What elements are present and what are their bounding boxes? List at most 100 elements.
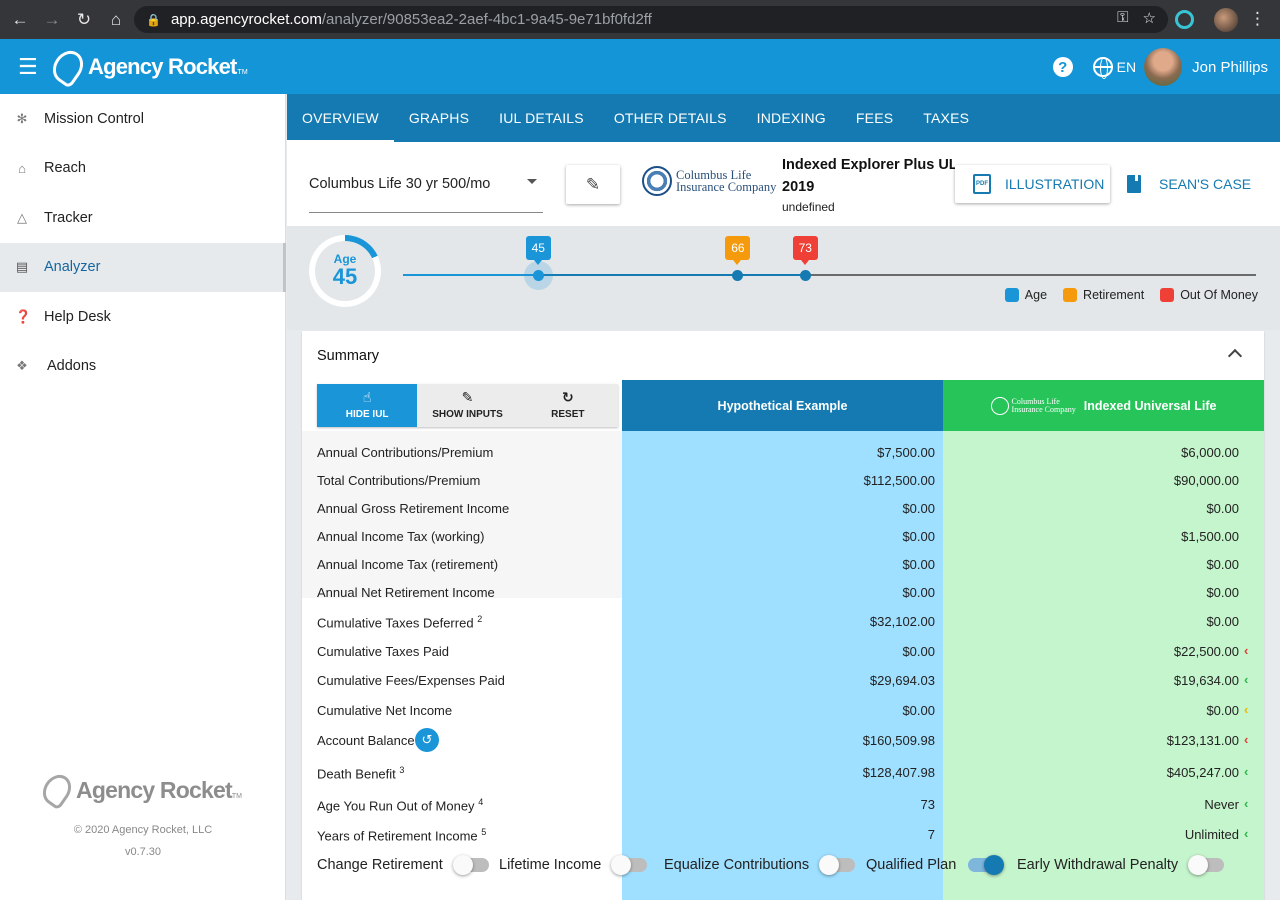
timeline-thumb-73[interactable] [799,270,811,281]
toggle-knob [984,855,1005,875]
toggle-lifetime-income: Lifetime Income [499,855,648,875]
tab-indexing[interactable]: INDEXING [756,110,826,126]
case-select-value: Columbus Life 30 yr 500/mo [309,176,491,192]
tab-taxes[interactable]: TAXES [923,110,970,126]
sidebar-item-help-desk[interactable]: ❓ Help Desk [0,292,285,342]
sidebar-item-reach[interactable]: ⌂ Reach [0,144,285,194]
age-value: 45 [332,264,358,289]
tab-graphs[interactable]: GRAPHS [408,110,470,126]
version-text: v0.7.30 [124,846,162,858]
row-label-text: Cumulative Fees/Expenses Paid [317,673,505,688]
collapse-chevron-icon[interactable] [1227,348,1243,364]
carrier-logo: Columbus Life Insurance Company [642,166,776,196]
row-label-text: Annual Contributions/Premium [317,445,494,460]
row-label: Cumulative Taxes Deferred 2 [317,614,482,630]
sidebar-item-mission-control[interactable]: ✻ Mission Control [0,94,285,144]
hide-iul-button[interactable]: ☝ HIDE IUL [317,384,418,427]
case-select[interactable]: Columbus Life 30 yr 500/mo [309,170,543,213]
history-icon[interactable]: ↺ [415,728,439,752]
user-avatar[interactable] [1144,48,1183,86]
chevron-left-icon: ‹ [1244,764,1249,779]
key-icon[interactable]: ⚿ [1117,9,1129,26]
row-label: Cumulative Fees/Expenses Paid [317,673,505,688]
home-icon[interactable]: ⌂ [110,9,122,29]
sidebar-item-addons[interactable]: ❖ Addons [0,342,285,392]
timeline-marker-45[interactable]: 45 [525,236,551,265]
timeline-legend: Age Retirement Out Of Money [1004,288,1258,302]
timeline-marker-66[interactable]: 66 [725,236,751,265]
rocket-logo-icon [37,769,77,811]
hypothetical-value: $0.00 [902,585,935,600]
hypothetical-value: $112,500.00 [863,473,935,488]
timeline-track-fill [403,274,538,276]
current-age-inner: Age 45 [315,241,375,301]
address-bar[interactable]: 🔒 app.agencyrocket.com/analyzer/90853ea2… [134,6,1168,33]
language-selector[interactable]: EN [1116,59,1137,75]
timeline-thumb-45[interactable] [532,270,544,281]
summary-title: Summary [317,348,380,364]
toggle-switch[interactable] [819,855,856,875]
tab-other-details[interactable]: OTHER DETAILS [613,110,727,126]
iul-value: $1,500.00 [1181,529,1239,544]
forward-icon[interactable]: → [43,9,61,29]
tab-overview[interactable]: OVERVIEW [287,94,394,142]
tab-fees[interactable]: FEES [855,110,894,126]
user-name[interactable]: Jon Phillips [1192,58,1268,76]
globe-icon[interactable] [1092,57,1113,79]
chevron-left-icon: ‹ [1244,796,1249,811]
pencil-icon: ✎ [585,174,601,194]
edit-case-button[interactable]: ✎ [566,165,620,204]
bookmark-icon [1127,175,1141,193]
timeline-track-fill-retirement [537,274,805,276]
row-label-text: Annual Net Retirement Income [317,585,495,600]
toggle-switch[interactable] [452,855,489,875]
back-icon[interactable]: ← [11,9,29,29]
help-icon[interactable]: ? [1052,57,1073,77]
show-inputs-button[interactable]: ✎ SHOW INPUTS [417,384,517,427]
tab-iul-details[interactable]: IUL DETAILS [499,110,584,126]
illustration-button[interactable]: PDF ILLUSTRATION [955,165,1110,203]
reset-button[interactable]: ↻ RESET [518,384,618,427]
iul-value: $123,131.00 [1166,733,1239,748]
reload-icon[interactable]: ↻ [76,9,92,29]
iul-value: $90,000.00 [1173,473,1239,488]
hypothetical-value: $32,102.00 [869,614,935,629]
hypothetical-value: $128,407.98 [862,765,935,780]
star-icon[interactable]: ☆ [1142,10,1156,27]
refresh-icon: ↻ [561,389,574,405]
browser-menu-icon[interactable]: ⋮ [1249,9,1266,28]
toggle-label: Change Retirement [317,857,443,873]
carrier-seal-icon [990,396,1009,415]
hypothetical-value: $29,694.03 [869,673,935,688]
summary-card: Summary Hypothetical Example Columbus Li… [302,331,1264,900]
hamburger-menu-icon[interactable]: ☰ [18,53,38,79]
legend-label: Out Of Money [1180,288,1258,302]
legend-swatch-age [1004,288,1019,302]
extension-icon[interactable] [1175,10,1194,29]
row-label-text: Cumulative Taxes Deferred [317,615,474,631]
chevron-left-icon: ‹ [1244,672,1249,687]
browser-profile-avatar[interactable] [1214,8,1238,32]
row-label: Cumulative Taxes Paid [317,644,449,659]
rocket-logo-icon [46,44,90,89]
sidebar-item-analyzer[interactable]: ▤ Analyzer [0,242,286,292]
toggle-switch[interactable] [1188,855,1225,875]
scenario-toggles: Change Retirement Lifetime Income Equalize… [302,845,1264,885]
hypothetical-value: $0.00 [902,644,935,659]
product-name-line2: 2019 [782,179,815,195]
rocket-icon: ✻ [16,110,28,126]
timeline-track[interactable] [403,274,1256,276]
toggle-switch[interactable] [968,855,1005,875]
toggle-knob [819,855,840,875]
iul-column: Columbus Life Insurance Company Indexed … [943,380,1264,900]
timeline-marker-73[interactable]: 73 [792,236,818,265]
hypothetical-value: $7,500.00 [877,445,935,460]
row-label: Account Balance [317,733,415,748]
sidebar-item-tracker[interactable]: △ Tracker [0,193,285,243]
app-logo[interactable]: Agency Rocket TM [46,44,248,89]
footnote-marker: 4 [478,797,484,807]
toggle-switch[interactable] [611,855,648,875]
antenna-icon: ⌂ [18,160,26,176]
case-button[interactable]: SEAN'S CASE [1127,165,1251,203]
timeline-thumb-66[interactable] [732,270,744,281]
